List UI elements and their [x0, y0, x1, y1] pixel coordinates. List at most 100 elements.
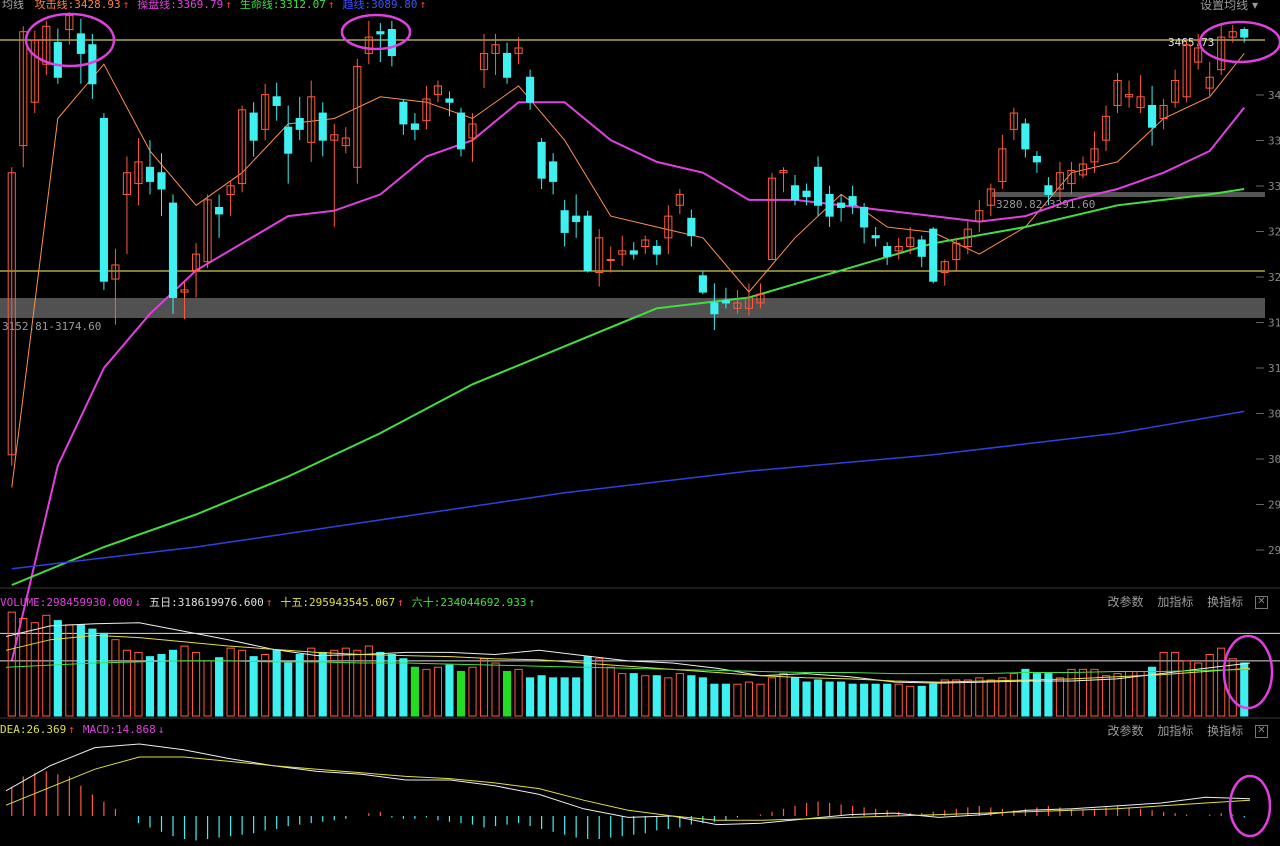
candle-body — [215, 206, 224, 215]
legend-item: 操盘线:3369.79 — [137, 0, 224, 11]
axis-tick-label: 34 — [1268, 89, 1280, 102]
candle-body — [238, 109, 247, 185]
volume-bar — [1078, 668, 1088, 717]
add-indicator-button[interactable]: 加指标 — [1157, 724, 1194, 738]
volume-bar — [721, 683, 730, 717]
volume-bar — [399, 658, 408, 717]
volume-bar — [502, 670, 512, 717]
edit-params-button[interactable]: 改参数 — [1107, 724, 1144, 738]
add-indicator-button[interactable]: 加指标 — [1157, 595, 1194, 609]
volume-bar — [307, 647, 316, 717]
volume-bar — [537, 675, 546, 717]
annotation-circle — [1228, 774, 1272, 838]
volume-bar — [744, 681, 754, 717]
volume-bar — [860, 683, 869, 717]
candle-body — [1090, 148, 1099, 163]
trend-arrow-icon: ↑ — [327, 0, 335, 11]
volume-bar — [1067, 668, 1076, 717]
legend-item: 攻击线:3428.93 — [34, 0, 121, 11]
volume-bar — [330, 649, 339, 717]
settings-ma-button[interactable]: 设置均线 ▾ — [1200, 0, 1258, 12]
candle-body — [203, 199, 212, 263]
volume-bar — [883, 683, 892, 717]
axis-tick-label: 31 — [1268, 362, 1280, 375]
volume-bar — [122, 649, 132, 717]
candle-body — [975, 210, 984, 223]
volume-bar — [145, 656, 155, 717]
volume-bar — [1044, 673, 1053, 717]
axis-tick-label: 29 — [1268, 544, 1280, 557]
candle-body — [1067, 170, 1076, 185]
switch-indicator-button[interactable]: 换指标 — [1207, 724, 1244, 738]
candle-body — [1032, 155, 1041, 163]
candle-body — [860, 206, 869, 228]
candle-body — [1078, 163, 1088, 176]
volume-bar — [790, 677, 800, 717]
candle-body — [583, 215, 592, 271]
volume-bar — [364, 645, 373, 717]
legend-item: 五日:318619976.600 — [149, 596, 264, 609]
candle-body — [445, 98, 454, 103]
macd-dea-line — [5, 756, 1251, 821]
switch-indicator-button[interactable]: 换指标 — [1207, 595, 1244, 609]
trend-arrow-icon: ↑ — [225, 0, 232, 11]
volume-bar — [687, 675, 696, 717]
chevron-down-icon: ▾ — [1251, 0, 1258, 12]
candle-body — [1113, 80, 1122, 106]
volume-tools: 改参数 加指标 换指标 ✕ — [1097, 593, 1268, 610]
legend-item: 十五:295943545.067 — [280, 596, 396, 609]
volume-bar — [986, 679, 995, 717]
volume-bar — [549, 677, 558, 717]
high-price-label: 3465.73 — [1168, 36, 1214, 49]
volume-bar — [19, 617, 28, 717]
candle-body — [330, 134, 339, 141]
legend-item: DEA:26.369 — [0, 723, 67, 736]
volume-bar — [871, 683, 880, 717]
candle-body — [779, 170, 788, 174]
candle-body — [42, 25, 51, 65]
candle-body — [491, 44, 500, 54]
candle-body — [698, 275, 707, 293]
candle-body — [906, 237, 915, 248]
candle-body — [226, 185, 235, 195]
volume-bar — [157, 654, 166, 717]
candle-body — [883, 246, 892, 257]
volume-bar — [894, 683, 903, 717]
volume-bar — [272, 649, 281, 717]
volume-bar — [514, 668, 523, 717]
candle-body — [1044, 185, 1053, 195]
candle-body — [76, 33, 85, 54]
volume-bar — [1055, 677, 1065, 717]
candle-body — [710, 302, 719, 315]
candle-body — [387, 29, 396, 57]
close-icon[interactable]: ✕ — [1255, 596, 1268, 609]
volume-bar — [168, 649, 178, 717]
candle-body — [1021, 123, 1030, 150]
volume-bar — [445, 664, 454, 717]
candle-body — [940, 261, 949, 274]
candle-body — [53, 42, 62, 78]
candle-body — [1148, 104, 1157, 128]
axis-tick-label: 30 — [1268, 408, 1280, 421]
edit-params-button[interactable]: 改参数 — [1107, 595, 1144, 609]
volume-bar — [215, 657, 224, 717]
candle-body — [790, 185, 800, 201]
trend-arrow-icon: ↓ — [134, 596, 142, 609]
candle-body — [1009, 112, 1018, 130]
ma-line — [10, 101, 1245, 662]
volume-bar — [284, 662, 293, 717]
volume-ma60-line — [5, 660, 1251, 675]
volume-bar — [410, 666, 419, 717]
volume-bar — [595, 658, 604, 717]
candle-body — [526, 76, 535, 103]
volume-bar — [1228, 658, 1237, 717]
volume-bar — [76, 624, 85, 717]
axis-tick-label: 29 — [1268, 499, 1280, 512]
close-icon[interactable]: ✕ — [1255, 725, 1268, 738]
volume-legend: VOLUME:298459930.000 ↓ 五日:318619976.600 ↑ 十五… — [0, 594, 547, 610]
candle-body — [191, 253, 201, 271]
volume-bar — [468, 666, 477, 717]
candle-body — [19, 31, 28, 147]
volume-bar — [526, 677, 535, 717]
volume-bar — [1194, 662, 1203, 717]
